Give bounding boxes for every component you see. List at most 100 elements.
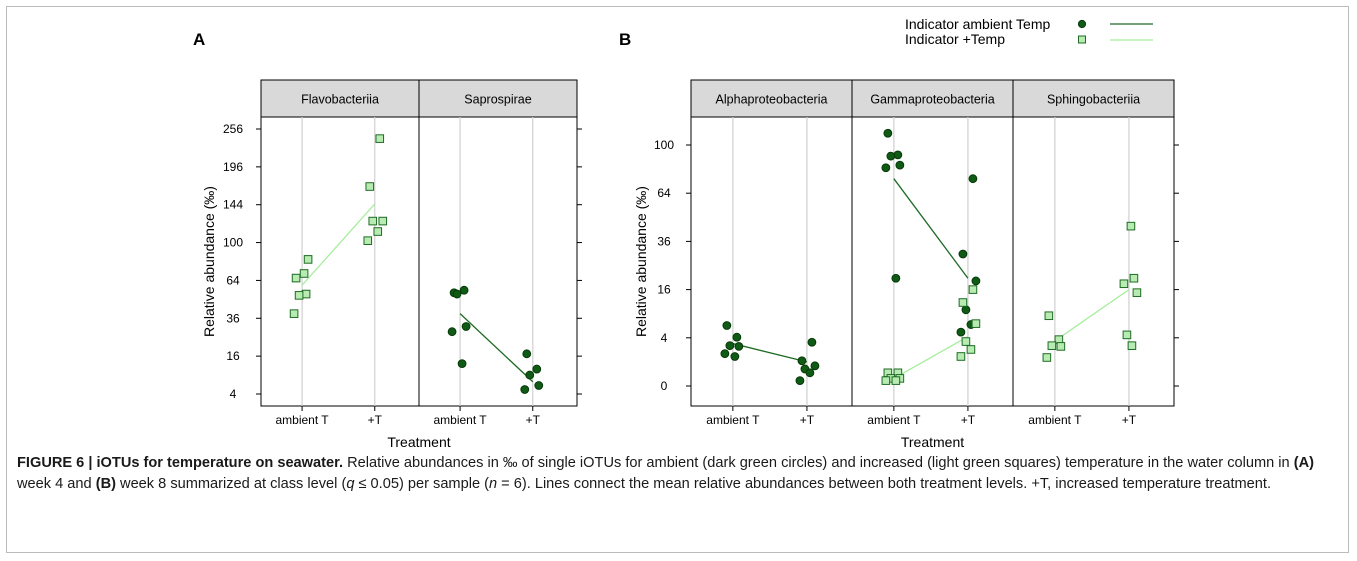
point-circle bbox=[958, 249, 968, 259]
point-square bbox=[291, 273, 301, 283]
panel-alphaproteobacteria: Alphaproteobacteria ambient T +T bbox=[690, 79, 853, 427]
point-circle bbox=[968, 174, 978, 184]
x-tick-label: +T bbox=[368, 413, 383, 427]
x-tick-label: ambient T bbox=[434, 413, 488, 427]
panel-flavobacteriia: Flavobacteriia ambient T +T bbox=[260, 79, 420, 427]
point-square bbox=[1127, 341, 1137, 350]
y-tick-label: 144 bbox=[223, 198, 243, 212]
strip-label: Sphingobacteriia bbox=[1047, 93, 1140, 107]
point-circle bbox=[893, 150, 903, 160]
panel-label: A bbox=[193, 30, 205, 49]
point-circle bbox=[452, 289, 462, 299]
y-tick-label: 16 bbox=[226, 349, 240, 363]
caption-q: q bbox=[346, 476, 355, 492]
panel-box bbox=[1012, 116, 1175, 407]
point-circle bbox=[795, 376, 805, 386]
strip-background bbox=[1012, 79, 1175, 118]
point-circle bbox=[461, 322, 471, 331]
point-circle bbox=[725, 341, 735, 351]
caption-n: n bbox=[488, 476, 498, 492]
panel-sphingobacteriia: Sphingobacteriia ambient T +T bbox=[1012, 79, 1175, 427]
caption-ref-a: (A) bbox=[1293, 455, 1314, 471]
point-square bbox=[1119, 279, 1129, 289]
point-square bbox=[289, 309, 299, 318]
chart-A: A Flavobacteriia ambient T +T Saprospirae amb… bbox=[193, 30, 582, 447]
point-circle bbox=[525, 370, 535, 380]
strip-label: Gammaproteobacteria bbox=[870, 93, 994, 107]
panel-box bbox=[690, 116, 853, 407]
caption-text-5: = 6). Lines connect the mean relative ab… bbox=[497, 476, 1272, 492]
point-square bbox=[1132, 288, 1142, 297]
y-tick-label: 16 bbox=[657, 283, 671, 297]
point-circle bbox=[457, 359, 467, 369]
point-square bbox=[368, 216, 378, 226]
y-tick-label: 64 bbox=[226, 273, 240, 287]
x-axis-title: Treatment bbox=[387, 434, 450, 447]
y-tick-label: 4 bbox=[661, 331, 668, 345]
panel-box bbox=[851, 116, 1014, 407]
x-tick-label: +T bbox=[800, 413, 815, 427]
point-square bbox=[961, 337, 971, 346]
point-circle bbox=[522, 349, 532, 359]
point-circle bbox=[720, 349, 730, 359]
panel-box bbox=[418, 116, 578, 407]
y-tick-label: 36 bbox=[657, 234, 671, 248]
point-square bbox=[968, 285, 978, 294]
point-circle bbox=[881, 163, 891, 173]
point-square bbox=[956, 352, 966, 361]
point-square bbox=[1122, 330, 1132, 340]
y-tick-label: 36 bbox=[226, 311, 240, 325]
point-circle bbox=[971, 276, 981, 286]
strip-background bbox=[851, 79, 1014, 118]
panel-gammaproteobacteria: Gammaproteobacteria ambient T +T bbox=[851, 79, 1014, 427]
y-axis-title: Relative abundance (‰) bbox=[633, 186, 649, 337]
point-circle bbox=[734, 341, 744, 351]
point-circle bbox=[722, 321, 732, 330]
point-circle bbox=[886, 151, 896, 161]
point-circle bbox=[810, 361, 820, 371]
point-circle bbox=[961, 305, 971, 315]
point-circle bbox=[807, 337, 817, 347]
strip-background bbox=[690, 79, 853, 118]
point-square bbox=[294, 291, 304, 300]
point-square bbox=[1056, 342, 1066, 351]
point-circle bbox=[534, 381, 544, 390]
y-tick-label: 256 bbox=[223, 122, 243, 136]
strip-label: Flavobacteriia bbox=[301, 93, 379, 107]
point-circle bbox=[891, 273, 901, 283]
mean-line bbox=[893, 178, 969, 279]
point-circle bbox=[459, 285, 469, 295]
point-square bbox=[1047, 341, 1057, 350]
y-tick-label: 64 bbox=[657, 186, 671, 200]
point-square bbox=[373, 227, 383, 236]
point-circle bbox=[520, 385, 530, 394]
point-square bbox=[303, 255, 313, 264]
x-axis-title: Treatment bbox=[901, 434, 964, 447]
legend-label-plus: Indicator +Temp bbox=[905, 31, 1005, 47]
y-tick-label: 100 bbox=[223, 236, 243, 250]
mean-line bbox=[732, 342, 808, 363]
point-square bbox=[891, 376, 901, 385]
point-square bbox=[881, 376, 891, 385]
mean-line bbox=[459, 313, 534, 383]
point-circle bbox=[895, 160, 905, 170]
caption-text-2: week 4 and bbox=[17, 476, 96, 492]
x-tick-label: +T bbox=[1122, 413, 1137, 427]
point-circle bbox=[956, 327, 966, 337]
caption-text-3: week 8 summarized at class level ( bbox=[115, 476, 347, 492]
y-tick-label: 196 bbox=[223, 160, 243, 174]
point-square bbox=[1044, 311, 1054, 321]
point-square bbox=[1126, 221, 1136, 231]
mean-line bbox=[301, 203, 376, 286]
y-tick-label: 0 bbox=[661, 379, 668, 393]
point-square bbox=[971, 319, 981, 328]
panel-saprospirae: Saprospirae ambient T +T bbox=[418, 79, 578, 427]
strip-label: Saprospirae bbox=[464, 93, 531, 107]
point-square bbox=[958, 298, 968, 307]
point-circle bbox=[447, 327, 457, 337]
x-tick-label: +T bbox=[961, 413, 976, 427]
point-circle bbox=[730, 352, 740, 361]
x-tick-label: ambient T bbox=[276, 413, 330, 427]
panel-label: B bbox=[619, 30, 631, 49]
